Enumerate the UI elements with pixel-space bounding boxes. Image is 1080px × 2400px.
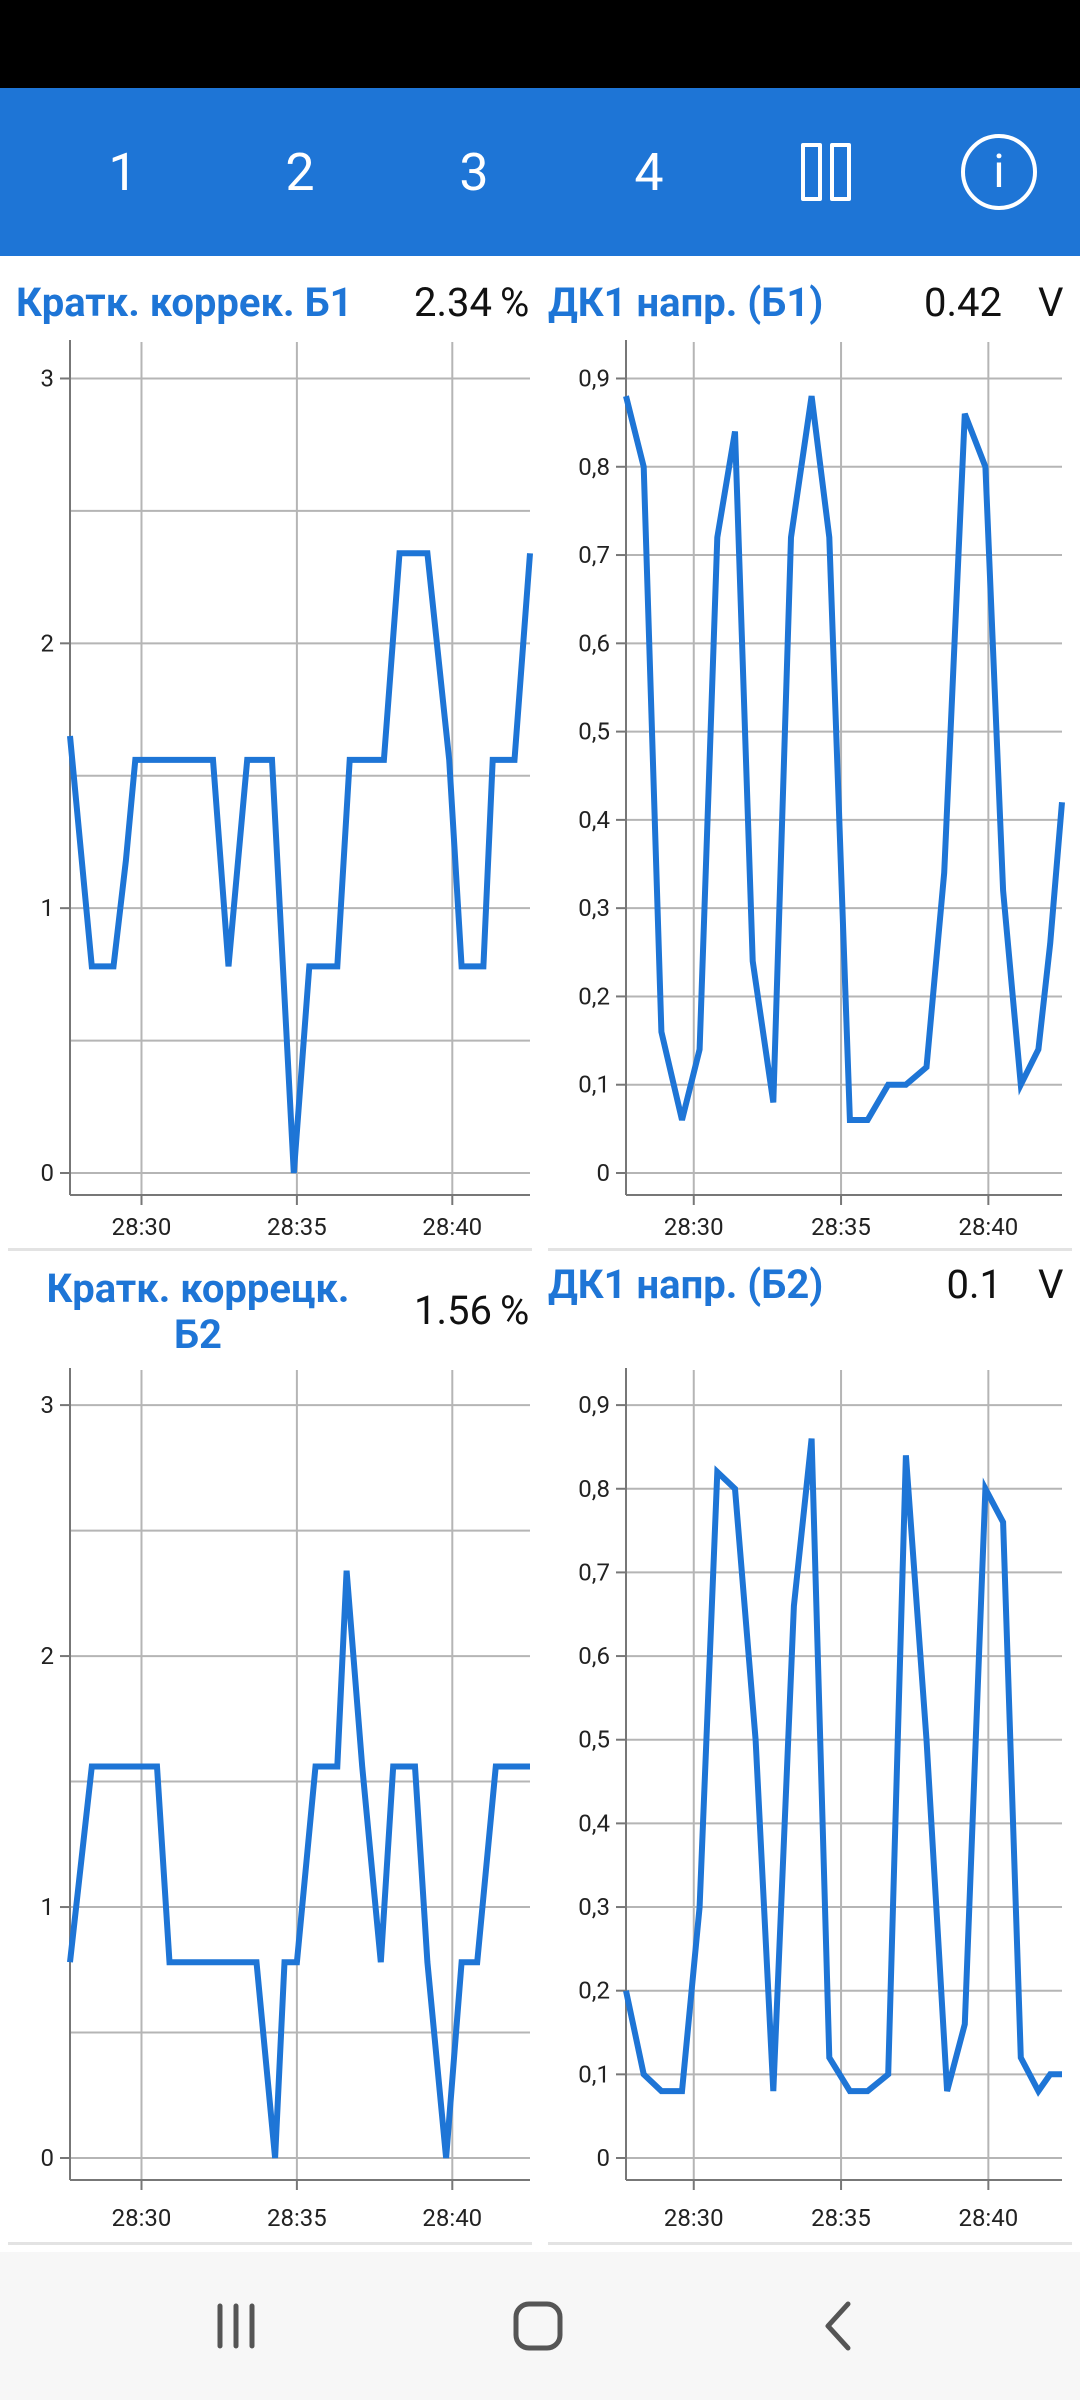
y-tick-label: 0,8 [578, 453, 610, 481]
gauge-title-line-1: Кратк. коррецк. [46, 1265, 350, 1312]
home-icon[interactable] [458, 2252, 618, 2400]
chart-o2-voltage-b1: 0 0,1 0,2 0,3 0,4 0,5 0,6 0,7 0,8 0,9 28:30 28:35 28… [548, 340, 1072, 1251]
y-tick-label: 3 [41, 1391, 55, 1419]
panel-shadow [8, 1248, 532, 1251]
gauge-title: Кратк. коррек. Б1 [16, 279, 353, 326]
chart-o2-voltage-b2: 0 0,1 0,2 0,3 0,4 0,5 0,6 0,7 0,8 0,9 28:30 28:35 28… [548, 1368, 1072, 2245]
x-tick-label: 28:30 [664, 1213, 724, 1241]
recent-apps-icon[interactable] [156, 2252, 316, 2400]
gauge-header-4: ДК1 напр. (Б2) 0.1 V [540, 1262, 1080, 1342]
x-tick-label: 28:35 [811, 1213, 871, 1241]
gauge-unit: V [1038, 1261, 1064, 1308]
navigation-bar [0, 2252, 1080, 2400]
gauge-header-3: Кратк. коррецк. Б2 1.56 % [0, 1262, 540, 1362]
y-tick-label: 0,7 [578, 541, 610, 569]
chart-short-trim-b1: 0 1 2 3 28:30 28:35 28:40 [8, 340, 533, 1251]
y-tick-label: 0,8 [578, 1475, 610, 1503]
gauge-unit: % [500, 1287, 530, 1334]
x-tick-label: 28:40 [422, 1213, 482, 1241]
panel-shadow [8, 2242, 532, 2245]
x-tick-label: 28:35 [267, 2204, 327, 2232]
y-tick-label: 0,7 [578, 1558, 610, 1586]
y-tick-label: 0,5 [578, 718, 610, 746]
x-tick-label: 28:30 [112, 1213, 172, 1241]
y-tick-label: 0,2 [578, 1977, 610, 2005]
gauge-header-1: Кратк. коррек. Б1 2.34 % [0, 280, 540, 360]
gauge-value: 1.56 [414, 1287, 492, 1334]
y-tick-label: 0,9 [578, 364, 610, 392]
y-tick-label: 0,1 [578, 2060, 610, 2088]
y-tick-label: 0 [41, 2144, 55, 2172]
y-tick-label: 0,3 [578, 894, 610, 922]
y-tick-label: 3 [41, 364, 55, 392]
app-bar: 1 2 3 4 i [0, 88, 1080, 256]
gauge-value: 0.1 [946, 1261, 1002, 1308]
y-tick-label: 0,2 [578, 982, 610, 1010]
y-tick-label: 2 [41, 1642, 55, 1670]
y-tick-label: 0,4 [578, 1809, 610, 1837]
y-tick-label: 0 [597, 1159, 611, 1187]
series-line [67, 550, 533, 1174]
gauge-unit: V [1038, 279, 1064, 326]
x-tick-label: 28:35 [811, 2204, 871, 2232]
gauge-title: ДК1 напр. (Б1) [548, 279, 824, 326]
panel-shadow [548, 2242, 1072, 2245]
gauge-unit: % [500, 279, 530, 326]
gauge-value: 2.34 [414, 279, 492, 326]
x-tick-label: 28:40 [422, 2204, 482, 2232]
tab-1[interactable]: 1 [108, 141, 138, 203]
x-tick-label: 28:30 [112, 2204, 172, 2232]
y-tick-label: 1 [41, 894, 55, 922]
y-tick-label: 0,4 [578, 806, 610, 834]
gauge-header-2: ДК1 напр. (Б1) 0.42 V [540, 280, 1080, 360]
gauge-value: 0.42 [924, 279, 1002, 326]
pause-icon[interactable] [766, 88, 886, 256]
y-tick-label: 1 [41, 1893, 55, 1921]
x-tick-label: 28:40 [958, 2204, 1018, 2232]
gauge-title: ДК1 напр. (Б2) [548, 1261, 824, 1308]
y-tick-label: 0 [41, 1159, 55, 1187]
series-line [67, 1570, 530, 2159]
tab-3[interactable]: 3 [459, 141, 489, 203]
y-tick-label: 0 [597, 2144, 611, 2172]
y-tick-label: 0,3 [578, 1893, 610, 1921]
panel-shadow [548, 1248, 1072, 1251]
info-icon[interactable]: i [961, 134, 1037, 210]
y-tick-label: 0,6 [578, 1642, 610, 1670]
y-tick-label: 0,9 [578, 1391, 610, 1419]
series-line [623, 1438, 1062, 2097]
y-tick-label: 0,6 [578, 629, 610, 657]
chart-short-trim-b2: 0 1 2 3 28:30 28:35 28:40 [8, 1368, 532, 2245]
tab-4[interactable]: 4 [634, 141, 664, 203]
status-bar [0, 0, 1080, 88]
x-tick-label: 28:35 [267, 1213, 327, 1241]
series-line [623, 395, 1065, 1123]
x-tick-label: 28:30 [664, 2204, 724, 2232]
tab-2[interactable]: 2 [285, 141, 315, 203]
x-tick-label: 28:40 [958, 1213, 1018, 1241]
y-tick-label: 2 [41, 629, 55, 657]
back-icon[interactable] [760, 2252, 920, 2400]
y-tick-label: 0,1 [578, 1071, 610, 1099]
y-tick-label: 0,5 [578, 1726, 610, 1754]
gauge-title-line-2: Б2 [173, 1311, 222, 1358]
info-glyph: i [993, 145, 1005, 199]
